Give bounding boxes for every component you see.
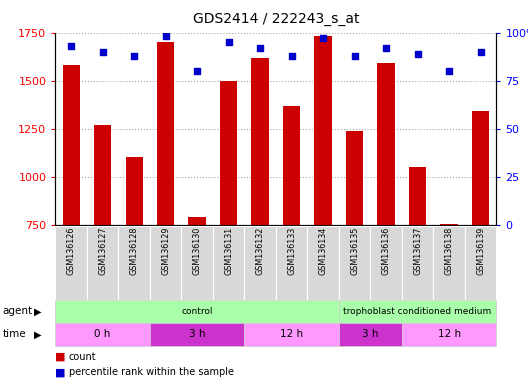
Point — [67, 43, 76, 49]
Text: GSM136136: GSM136136 — [382, 227, 391, 275]
Text: GSM136139: GSM136139 — [476, 227, 485, 275]
Point — [224, 39, 233, 45]
Text: GSM136133: GSM136133 — [287, 227, 296, 275]
Bar — [409, 167, 426, 225]
Text: trophoblast conditioned medium: trophoblast conditioned medium — [344, 307, 492, 316]
Bar — [251, 58, 269, 225]
Point — [476, 49, 485, 55]
Bar — [157, 42, 174, 225]
Point — [98, 49, 107, 55]
Text: ▶: ▶ — [34, 306, 42, 316]
Text: GSM136130: GSM136130 — [193, 227, 202, 275]
Point — [193, 68, 201, 74]
Point — [445, 68, 454, 74]
Text: GSM136135: GSM136135 — [350, 227, 359, 275]
Bar — [220, 81, 237, 225]
Point — [319, 35, 327, 41]
Text: GSM136137: GSM136137 — [413, 227, 422, 275]
Text: ■: ■ — [55, 367, 66, 377]
Point — [130, 53, 138, 59]
Text: GSM136129: GSM136129 — [161, 227, 170, 275]
Point — [256, 45, 265, 51]
Text: GSM136131: GSM136131 — [224, 227, 233, 275]
Point — [162, 33, 170, 40]
Text: agent: agent — [3, 306, 33, 316]
Bar — [188, 217, 206, 225]
Text: GSM136126: GSM136126 — [67, 227, 76, 275]
Text: 3 h: 3 h — [189, 329, 205, 339]
Text: control: control — [182, 307, 213, 316]
Text: 0 h: 0 h — [95, 329, 111, 339]
Text: 12 h: 12 h — [280, 329, 303, 339]
Text: GSM136132: GSM136132 — [256, 227, 265, 275]
Bar — [346, 131, 363, 225]
Point — [351, 53, 359, 59]
Text: GSM136138: GSM136138 — [445, 227, 454, 275]
Point — [287, 53, 296, 59]
Bar — [378, 63, 395, 225]
Text: count: count — [69, 352, 96, 362]
Point — [382, 45, 390, 51]
Text: percentile rank within the sample: percentile rank within the sample — [69, 367, 233, 377]
Text: 12 h: 12 h — [438, 329, 460, 339]
Text: 3 h: 3 h — [362, 329, 379, 339]
Bar — [440, 224, 458, 225]
Text: GSM136134: GSM136134 — [318, 227, 327, 275]
Bar — [62, 65, 80, 225]
Bar — [94, 125, 111, 225]
Text: GSM136128: GSM136128 — [130, 227, 139, 275]
Bar — [472, 111, 489, 225]
Bar — [283, 106, 300, 225]
Point — [413, 51, 422, 57]
Text: GDS2414 / 222243_s_at: GDS2414 / 222243_s_at — [193, 12, 359, 25]
Text: ■: ■ — [55, 352, 66, 362]
Text: ▶: ▶ — [34, 329, 42, 339]
Bar — [315, 36, 332, 225]
Bar — [126, 157, 143, 225]
Text: time: time — [3, 329, 26, 339]
Text: GSM136127: GSM136127 — [98, 227, 107, 275]
